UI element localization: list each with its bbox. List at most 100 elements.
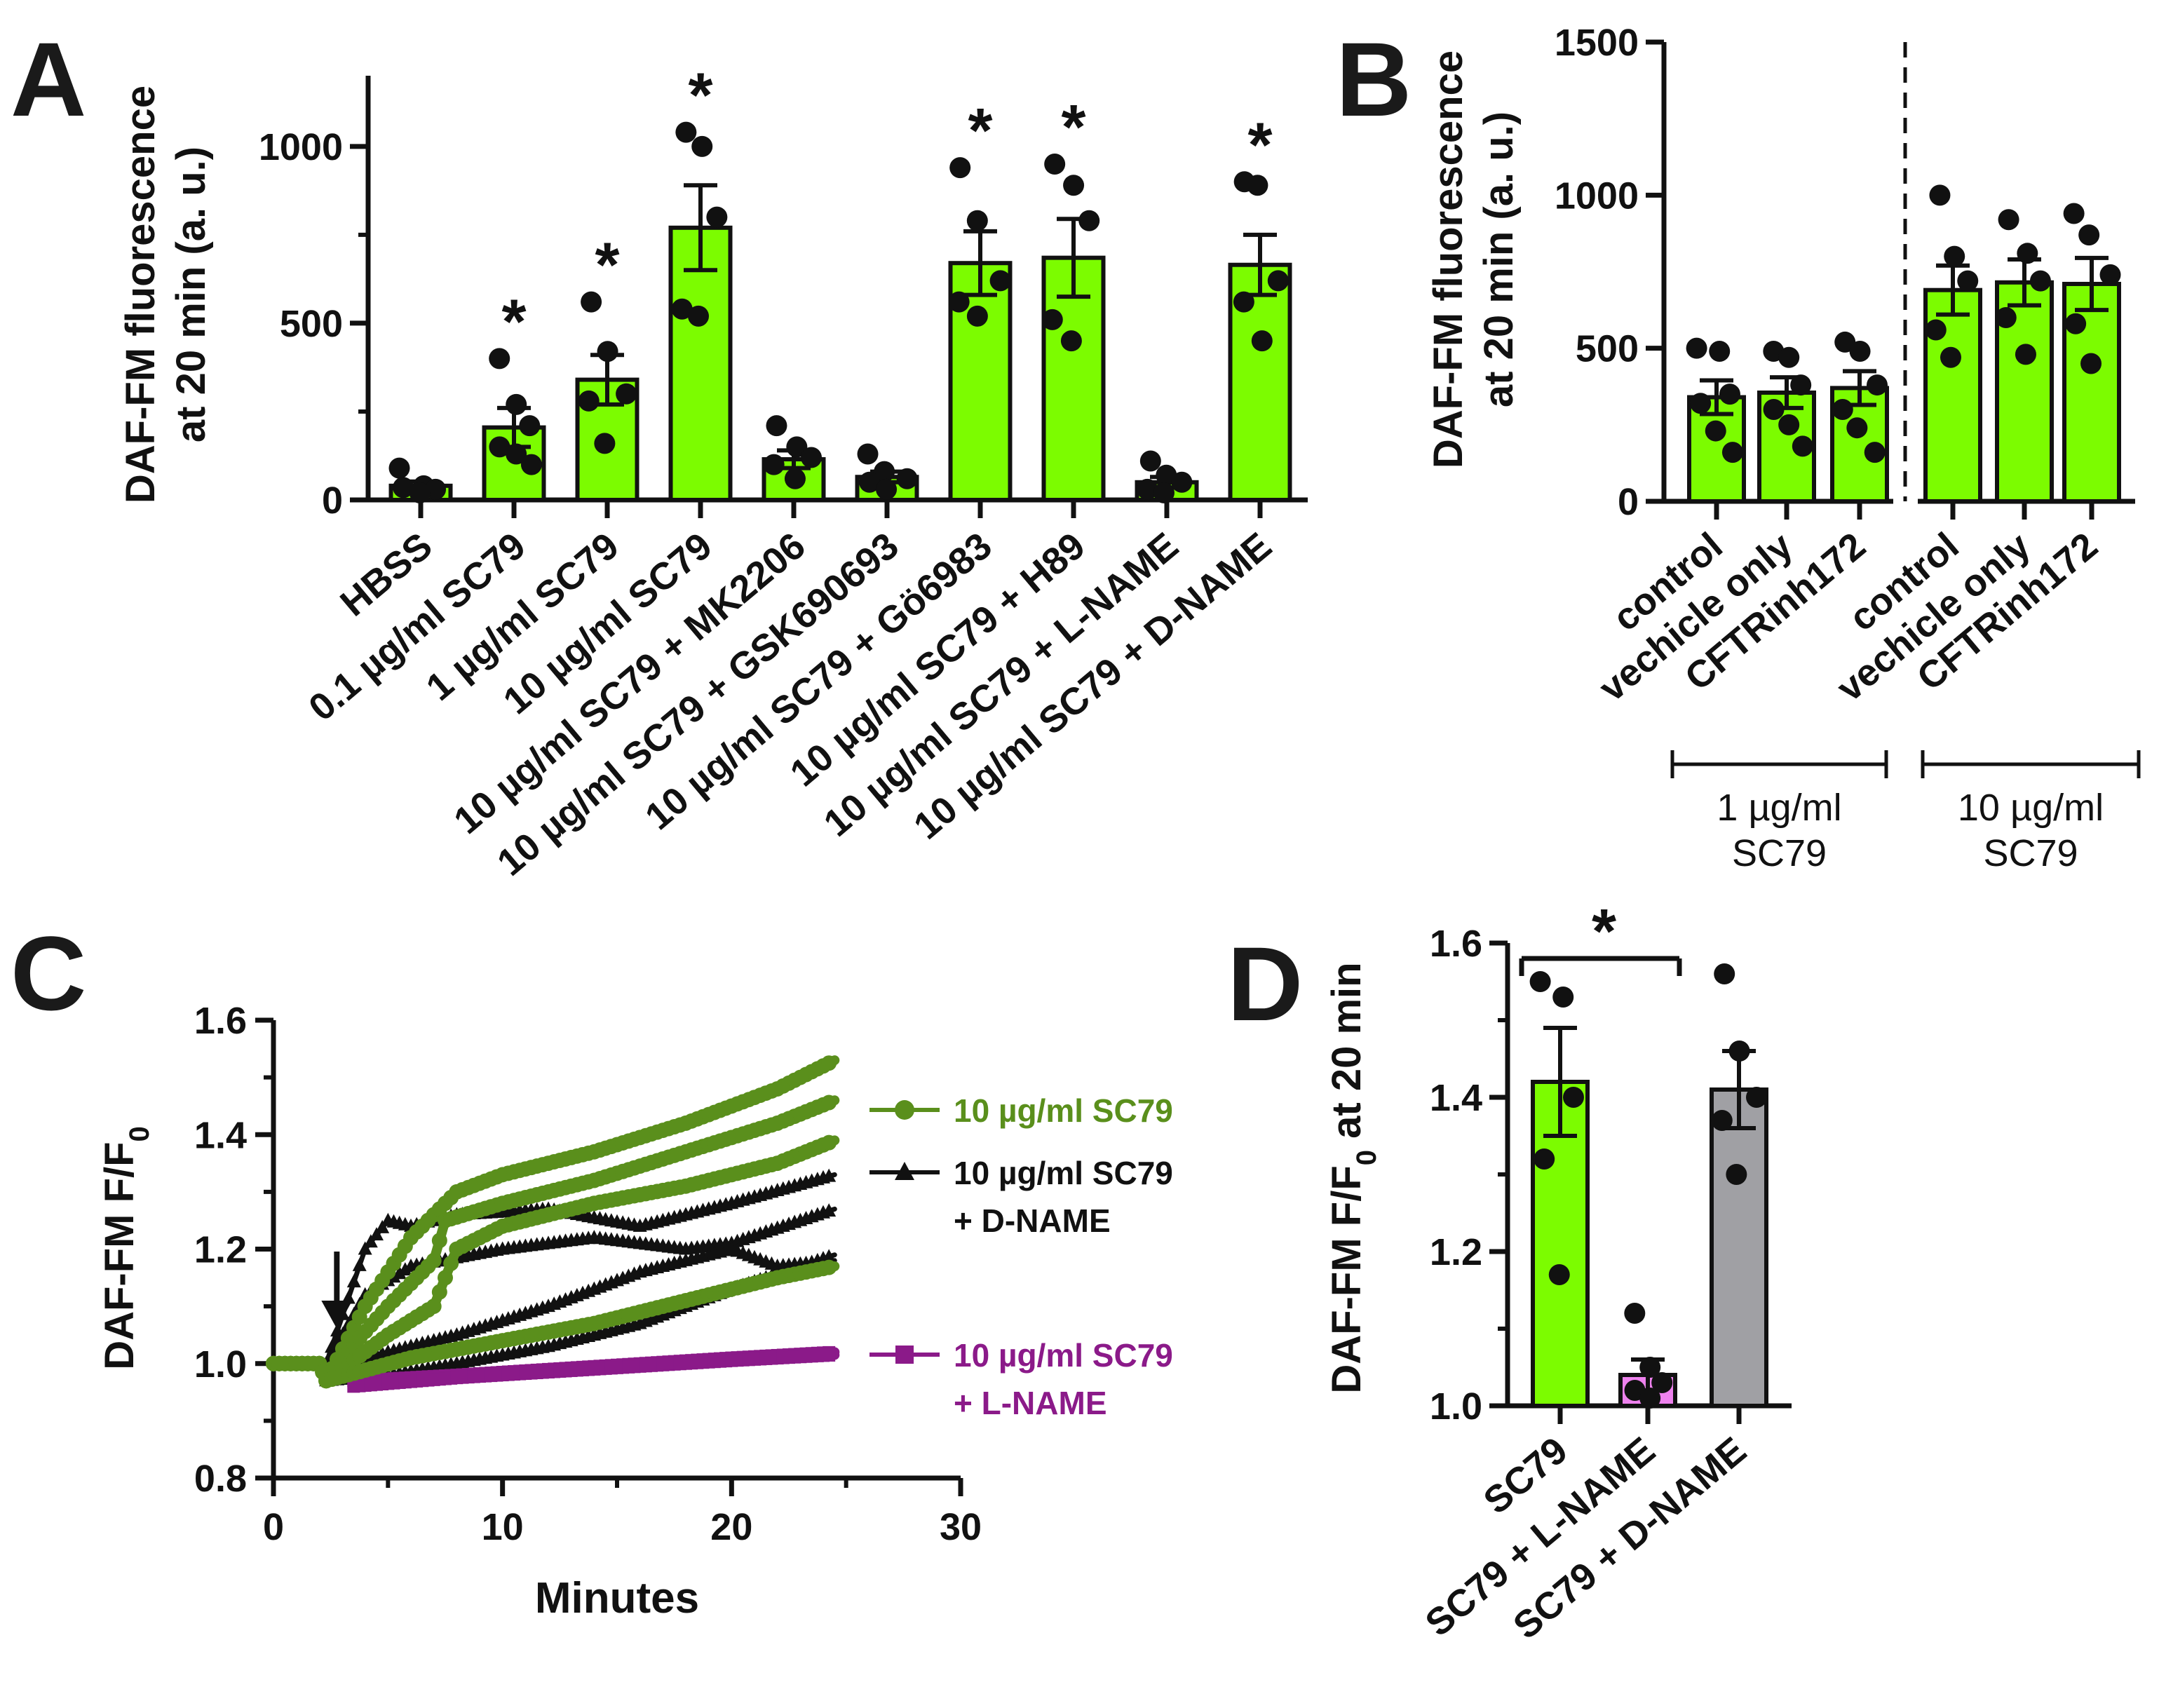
data-point	[1548, 1264, 1570, 1285]
panel-letter-b: B	[1336, 20, 1412, 138]
data-point	[1552, 987, 1574, 1008]
trace-marker	[822, 1203, 837, 1217]
trace-marker	[358, 1241, 372, 1255]
data-point	[1929, 184, 1951, 206]
stimulus-arrow-head	[321, 1301, 353, 1329]
data-point	[597, 341, 618, 362]
trace-marker	[821, 1134, 837, 1151]
data-point	[1171, 471, 1193, 493]
data-point	[1925, 319, 1947, 341]
y-tick-label: 1000	[259, 126, 343, 168]
y-tick-label: 1.0	[194, 1343, 247, 1385]
data-point	[1721, 442, 1743, 463]
data-point	[506, 443, 527, 465]
data-point	[1790, 374, 1812, 396]
data-point	[706, 206, 728, 228]
data-point	[1867, 374, 1888, 396]
data-point	[766, 415, 787, 437]
legend-label: 10 µg/ml SC79	[954, 1155, 1173, 1191]
significance-star: *	[501, 287, 526, 357]
data-point	[1139, 450, 1161, 472]
trace-marker	[341, 1290, 356, 1304]
bar	[1710, 1087, 1768, 1408]
trace-marker	[822, 1249, 837, 1263]
data-point	[1711, 1110, 1733, 1131]
y-tick-label: 1000	[1555, 175, 1639, 217]
legend-label: 10 µg/ml SC79	[954, 1337, 1173, 1374]
data-point	[1940, 346, 1962, 368]
data-point	[1714, 963, 1735, 984]
data-point	[1562, 1087, 1584, 1108]
data-point	[1728, 1041, 1750, 1062]
trace-marker	[363, 1234, 378, 1248]
data-point	[425, 478, 447, 500]
data-point	[966, 210, 988, 231]
data-point	[1686, 337, 1707, 359]
trace-marker	[823, 1348, 836, 1362]
significance-star: *	[688, 61, 712, 131]
group-label-line1: 10 µg/ml	[1958, 787, 2104, 829]
data-point	[2063, 203, 2085, 224]
trace-marker	[426, 1299, 442, 1315]
data-point	[2078, 224, 2100, 246]
y-tick-label: 0	[1618, 481, 1639, 523]
y-tick-label: 1.4	[1430, 1077, 1482, 1119]
data-point	[1060, 330, 1082, 352]
panel-c-line-chart: 0.8 1.0 1.2 1.4 1.6 0 10 20 30 Minutes DAF-FM F/F0…	[97, 1000, 1173, 1622]
trace-marker	[398, 1262, 412, 1276]
legend-marker	[895, 1100, 914, 1120]
data-point	[388, 457, 410, 479]
data-point	[1849, 341, 1871, 362]
y-axis-label-line1: DAF-FM fluorescence	[1426, 50, 1471, 468]
y-axis-label: DAF-FM F/F0	[97, 1126, 155, 1370]
data-point	[1534, 1148, 1555, 1170]
data-point	[948, 291, 970, 313]
data-point	[1763, 399, 1785, 420]
data-point	[1529, 971, 1551, 992]
trace-marker	[821, 1259, 837, 1275]
panel-letter-c: C	[11, 914, 86, 1032]
data-point	[2029, 270, 2051, 292]
data-point	[1624, 1303, 1646, 1324]
trace-marker	[821, 1055, 837, 1071]
x-tick-label: 0	[263, 1506, 284, 1548]
panel-letter-a: A	[11, 20, 86, 138]
data-point	[688, 305, 710, 327]
data-point	[1233, 291, 1254, 313]
data-point	[393, 477, 414, 499]
data-point	[1690, 393, 1712, 414]
significance-star: *	[1247, 110, 1272, 180]
y-axis-label-line1: DAF-FM fluorescence	[118, 86, 163, 503]
data-point	[1746, 1087, 1768, 1108]
group-label-line2: SC79	[1983, 832, 2078, 874]
data-point	[1041, 309, 1063, 330]
trace-marker	[431, 1284, 447, 1300]
data-point	[1778, 414, 1800, 435]
data-point	[966, 305, 988, 327]
data-point	[1267, 270, 1289, 292]
trace-marker	[821, 1094, 837, 1111]
data-point	[1247, 175, 1268, 196]
data-point	[1078, 210, 1100, 231]
trace-marker	[392, 1266, 407, 1280]
data-point	[2080, 353, 2102, 374]
data-point	[1044, 154, 1066, 175]
data-point	[859, 471, 881, 493]
data-point	[1778, 346, 1800, 368]
data-point	[578, 390, 600, 412]
data-point	[691, 135, 713, 157]
y-tick-label: 0.8	[194, 1458, 247, 1500]
data-point	[1998, 209, 2019, 231]
legend-label: + D-NAME	[954, 1202, 1111, 1239]
panel-letter-d: D	[1227, 925, 1303, 1043]
data-point	[1137, 478, 1158, 500]
data-point	[1944, 245, 1965, 267]
y-axis-label-line2: at 20 min (a. u.)	[1476, 111, 1522, 407]
data-point	[1639, 1357, 1661, 1378]
data-point	[1705, 420, 1726, 442]
data-point	[874, 461, 895, 482]
data-point	[1792, 435, 1813, 457]
comparison-star: *	[1592, 897, 1616, 967]
